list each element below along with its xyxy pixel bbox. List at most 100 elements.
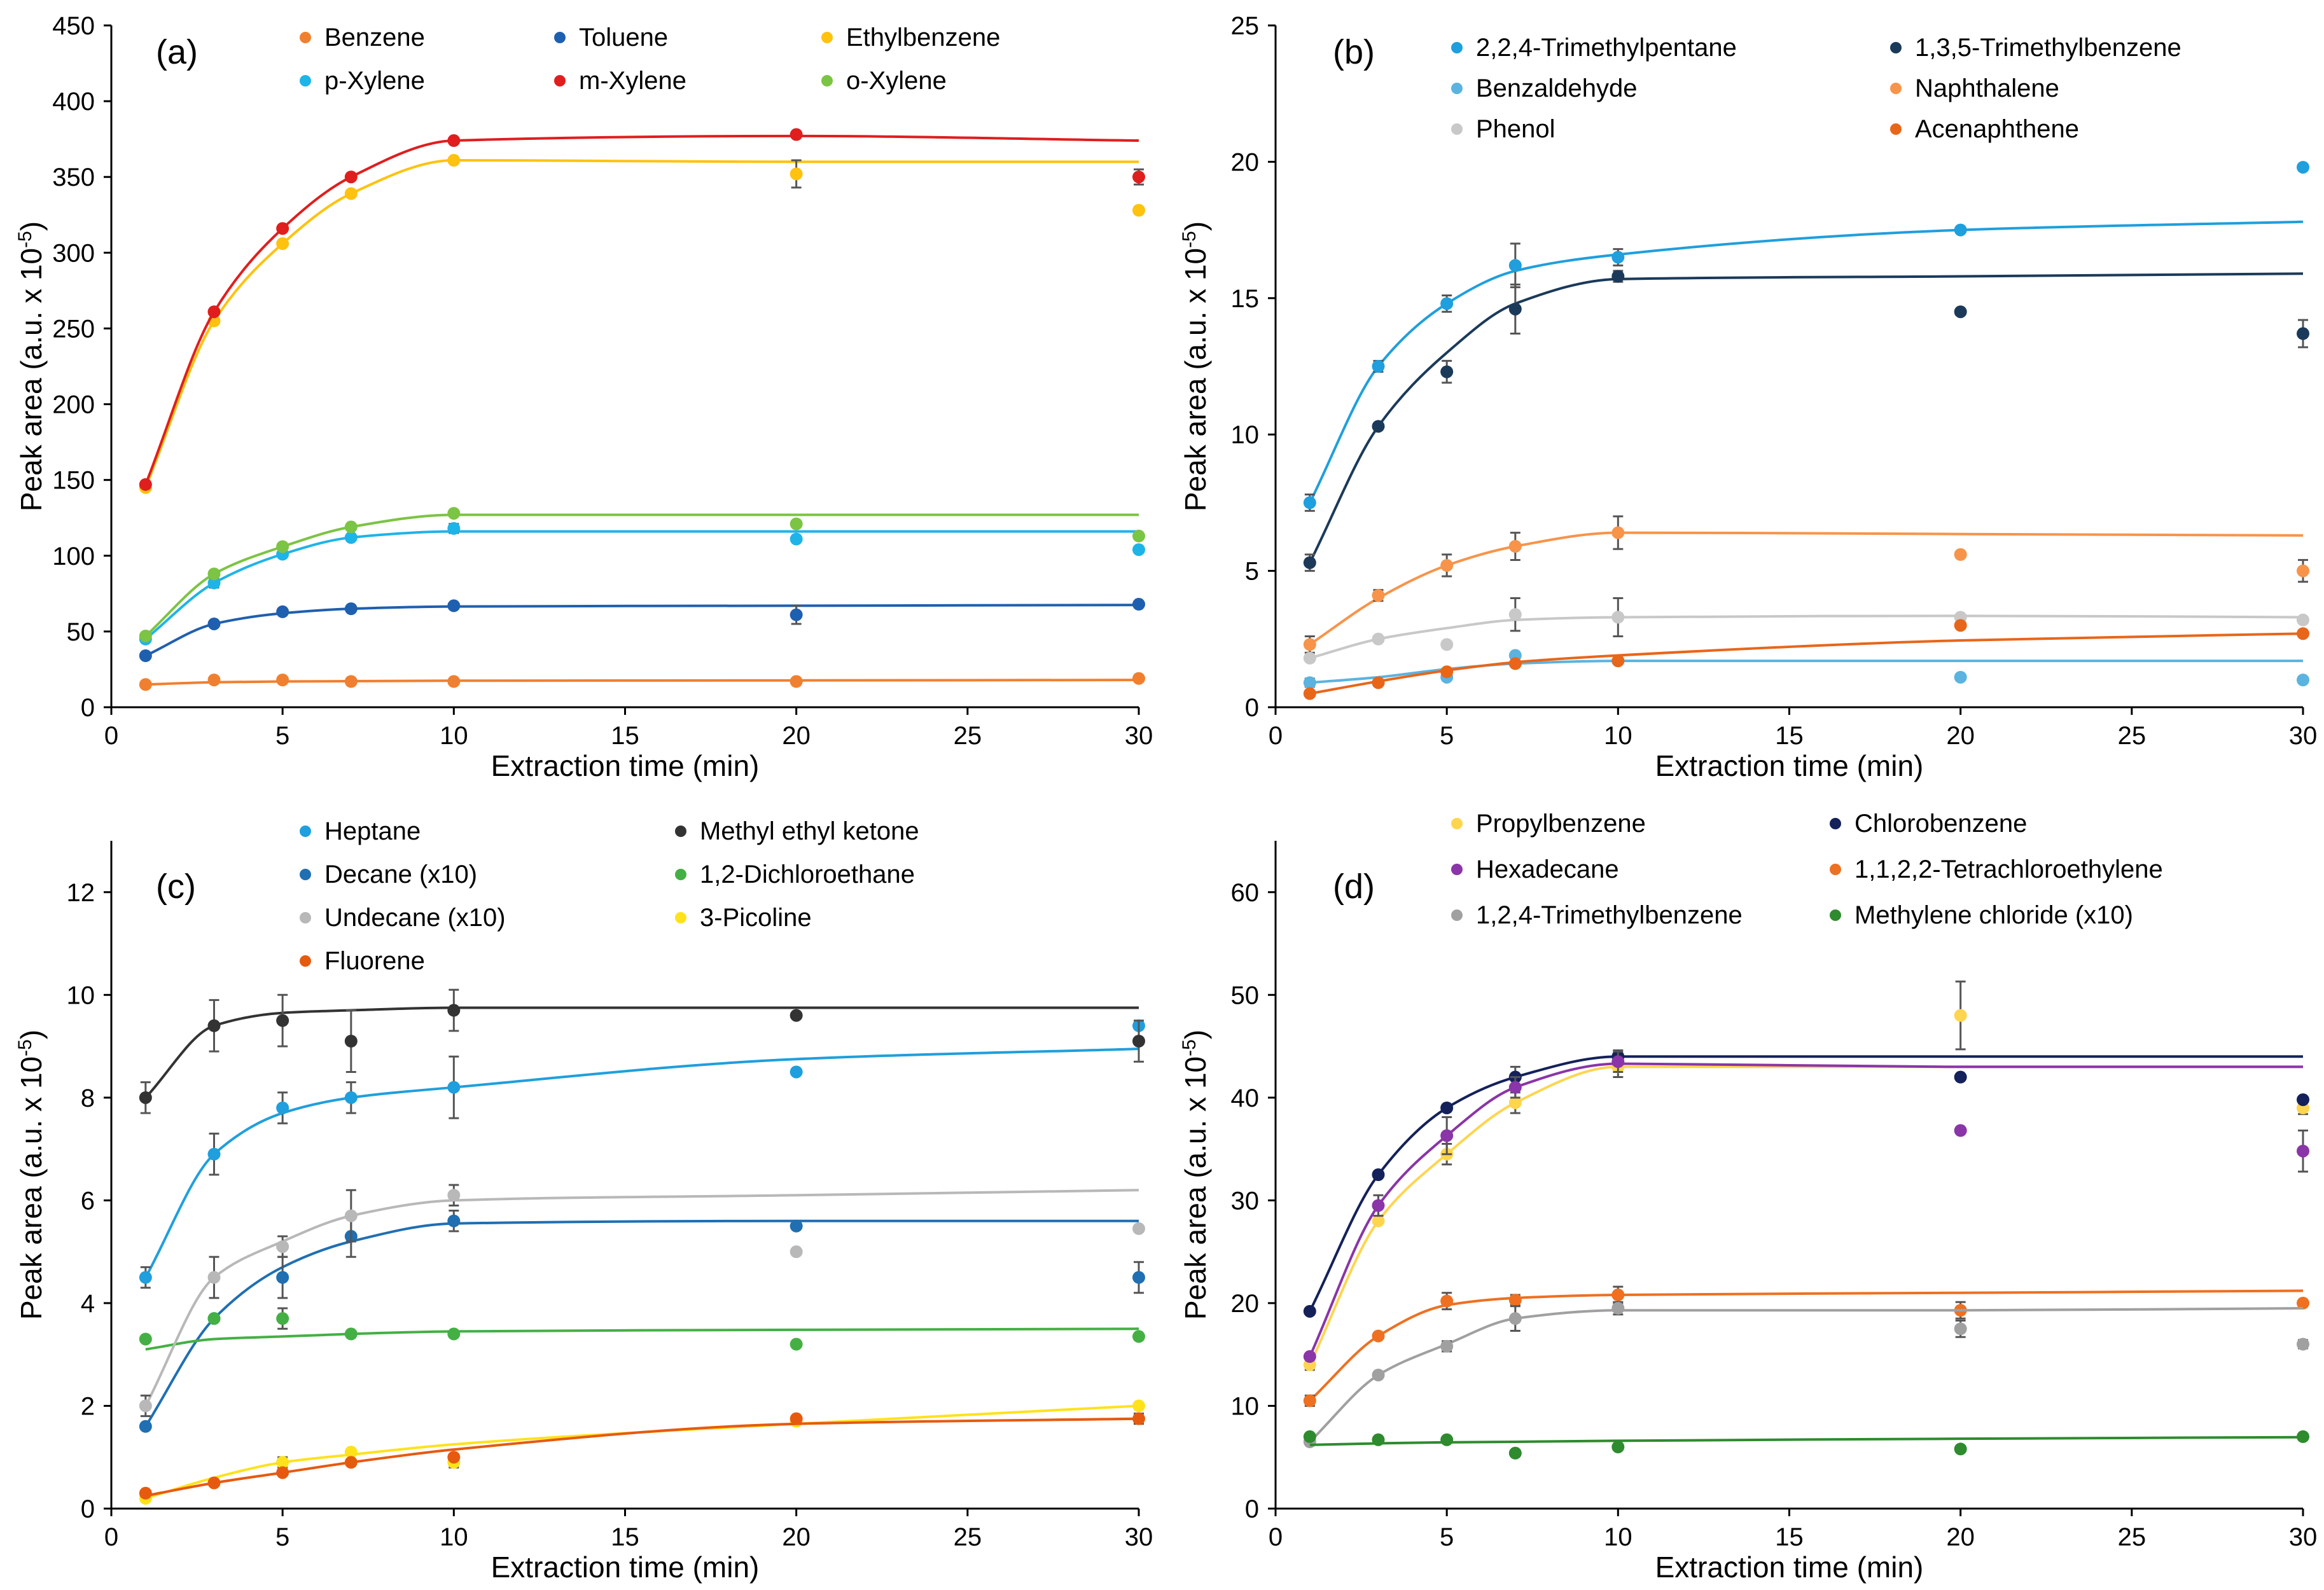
- y-tick-label: 60: [1231, 879, 1260, 907]
- data-point: [790, 608, 803, 621]
- legend-marker: [1451, 864, 1463, 875]
- data-point: [1611, 1441, 1625, 1454]
- data-point: [1132, 1330, 1145, 1343]
- x-tick-label: 10: [1604, 722, 1632, 750]
- y-tick-label: 100: [52, 543, 95, 570]
- x-tick-label: 10: [440, 722, 468, 750]
- data-point: [447, 675, 461, 688]
- legend-marker: [1890, 42, 1902, 53]
- series-fit-line: [1309, 220, 2304, 504]
- data-point: [1303, 496, 1316, 509]
- data-point: [139, 1420, 152, 1433]
- x-tick-label: 20: [782, 1523, 811, 1551]
- data-point: [1440, 665, 1454, 679]
- x-tick-label: 5: [1440, 722, 1454, 750]
- legend-entry: o-Xylene: [846, 67, 947, 95]
- data-point: [344, 1456, 358, 1469]
- data-point: [1303, 638, 1316, 651]
- data-point: [2297, 613, 2309, 626]
- y-tick-label: 50: [67, 618, 95, 646]
- data-point: [344, 531, 358, 544]
- legend: Benzene Toluene Ethylbenzene p-Xylene m-Xyle…: [300, 24, 1000, 95]
- legend-entry: 1,1,2,2-Tetrachloroethylene: [1854, 855, 2163, 883]
- data-point: [1440, 1102, 1454, 1114]
- y-tick-label: 30: [1231, 1187, 1260, 1215]
- data-point: [1303, 1304, 1316, 1318]
- y-tick-label: 50: [1231, 981, 1260, 1009]
- data-point: [447, 522, 461, 535]
- legend-marker: [300, 912, 311, 923]
- x-tick-label: 30: [2289, 1523, 2318, 1551]
- data-point: [1372, 1369, 1385, 1381]
- legend-entry: Heptane: [324, 817, 421, 845]
- data-point: [1372, 1214, 1385, 1227]
- data-point: [2297, 674, 2309, 687]
- data-point: [447, 1004, 461, 1017]
- y-tick-label: 20: [1231, 148, 1260, 176]
- data-point: [1954, 670, 1967, 684]
- y-tick-label: 12: [67, 879, 95, 907]
- legend: Heptane Methyl ethyl ketone Decane (x10) 1,…: [300, 817, 919, 975]
- series: [1303, 515, 2309, 654]
- legend: 2,2,4-Trimethylpentane 1,3,5-Trimethylben…: [1451, 34, 2181, 143]
- data-point: [1611, 611, 1625, 624]
- legend-marker: [1890, 83, 1902, 94]
- x-tick-label: 0: [104, 1523, 118, 1551]
- data-point: [790, 1338, 803, 1351]
- legend-marker: [1830, 909, 1841, 921]
- data-point: [1132, 170, 1145, 184]
- y-tick-label: 0: [81, 694, 95, 722]
- data-point: [1132, 204, 1145, 217]
- data-point: [276, 540, 289, 553]
- data-point: [1508, 608, 1522, 621]
- data-point: [790, 167, 803, 181]
- x-axis-title: Extraction time (min): [491, 1551, 760, 1584]
- data-point: [2297, 160, 2309, 174]
- data-point: [276, 237, 289, 251]
- data-point: [1303, 556, 1316, 569]
- data-point: [1954, 223, 1967, 237]
- data-point: [1303, 1430, 1316, 1443]
- data-point: [139, 1332, 152, 1346]
- data-point: [207, 1019, 221, 1032]
- y-tick-label: 450: [52, 12, 95, 40]
- y-tick-label: 150: [52, 467, 95, 495]
- data-point: [276, 1102, 289, 1114]
- data-point: [1303, 1350, 1316, 1363]
- data-point: [1132, 1222, 1145, 1235]
- y-tick-label: 10: [1231, 1392, 1260, 1420]
- panel-label: (b): [1333, 33, 1375, 71]
- series-fit-line: [145, 679, 1139, 686]
- data-point: [2297, 564, 2309, 577]
- data-point: [1954, 619, 1967, 632]
- data-point: [1508, 1081, 1522, 1094]
- data-point: [276, 1312, 289, 1325]
- data-point: [1303, 676, 1316, 689]
- y-tick-label: 0: [1245, 1495, 1259, 1523]
- data-point: [447, 1081, 461, 1094]
- data-point: [139, 478, 152, 491]
- data-point: [1954, 1070, 1967, 1084]
- series-fit-line: [1309, 632, 2304, 695]
- data-point: [276, 222, 289, 235]
- data-point: [344, 1035, 358, 1047]
- data-point: [1132, 1035, 1145, 1047]
- x-tick-label: 0: [1269, 722, 1283, 750]
- x-tick-label: 30: [1125, 722, 1153, 750]
- series: [1303, 1050, 2309, 1363]
- series-fit-line: [145, 1404, 1139, 1500]
- legend-entry: Toluene: [579, 24, 668, 52]
- data-point: [447, 134, 461, 148]
- legend-entry: Ethylbenzene: [846, 24, 1000, 52]
- data-point: [276, 1014, 289, 1027]
- data-point: [447, 1451, 461, 1464]
- data-point: [1440, 1433, 1454, 1446]
- series-fit-line: [144, 134, 1139, 485]
- data-point: [207, 674, 221, 687]
- data-point: [790, 1009, 803, 1022]
- legend-entry: Decane (x10): [324, 861, 477, 888]
- data-point: [1372, 1329, 1385, 1343]
- data-point: [1303, 687, 1316, 700]
- legend-marker: [1830, 864, 1841, 875]
